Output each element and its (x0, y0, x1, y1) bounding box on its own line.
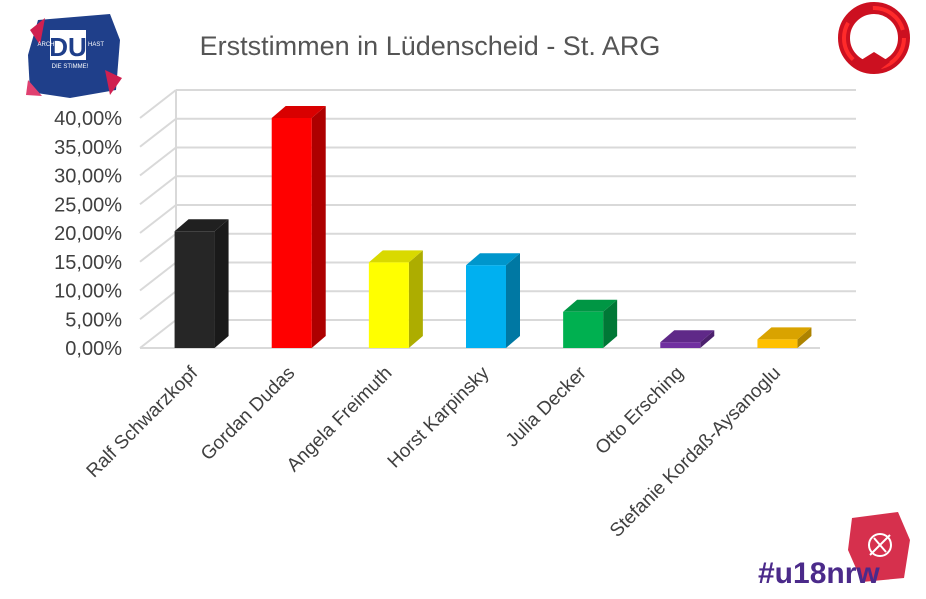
bar (466, 253, 520, 348)
bar-side (311, 106, 326, 348)
x-tick-label: Angela Freimuth (283, 363, 396, 476)
u18nrw-logo: #u18nrw (758, 512, 910, 590)
bar-side (797, 327, 812, 348)
gridline-depth (139, 290, 177, 321)
gridline-depth (139, 319, 177, 349)
bar-top (660, 330, 715, 343)
x-tick-label: Julia Decker (502, 362, 591, 451)
y-tick-label: 30,00% (54, 166, 122, 188)
logo-sub-text: DIE STIMME! (52, 64, 89, 70)
logo-du-text: DU (49, 32, 87, 62)
bar (271, 106, 326, 348)
gridline-depth (139, 89, 177, 119)
bar-front (271, 118, 312, 348)
y-tick-label: 35,00% (54, 137, 122, 159)
x-tick-label: Gordan Dudas (197, 363, 299, 465)
u18nrw-text: #u18nrw (758, 557, 880, 590)
handshake-ring-icon (838, 2, 910, 74)
gridline-depth (139, 175, 177, 206)
bars (174, 106, 812, 348)
du-hast-die-stimme-logo: DU ARCH HAST DIE STIMME! (26, 14, 122, 98)
bar (660, 330, 715, 348)
logo-arch-text: ARCH (37, 42, 54, 48)
bar-front (466, 265, 506, 348)
bar (563, 299, 618, 348)
bar-front (757, 339, 798, 348)
y-tick-label: 15,00% (54, 252, 122, 274)
gridline-depth (139, 204, 177, 234)
gridline-depth (139, 146, 177, 177)
bar-side (214, 219, 229, 348)
logo-hast-text: HAST (88, 42, 104, 48)
gridline-depth (139, 261, 177, 292)
bar-front (368, 262, 409, 348)
bar-top (368, 250, 423, 263)
bar-front (174, 231, 215, 348)
gridline-depth (139, 232, 177, 263)
x-tick-label: Ralf Schwarzkopf (83, 362, 203, 482)
bar (174, 219, 229, 348)
y-tick-label: 40,00% (54, 108, 122, 130)
bar-side (603, 299, 618, 348)
y-tick-label: 10,00% (54, 281, 122, 303)
bar-side (506, 253, 520, 348)
bar-front (563, 311, 604, 348)
bar-side (700, 330, 715, 348)
bar-top (757, 327, 812, 340)
y-tick-label: 5,00% (65, 309, 122, 331)
bar-top (563, 299, 618, 312)
x-tick-label: Otto Ersching (592, 363, 688, 459)
x-tick-label: Stefanie Kordaß-Aysanoglu (606, 363, 785, 542)
x-tick-label: Horst Karpinsky (384, 362, 494, 472)
y-tick-label: 20,00% (54, 223, 122, 245)
bar-side (408, 250, 423, 348)
bar-top (174, 219, 229, 232)
gridline-depth (139, 117, 177, 148)
bar (368, 250, 423, 348)
bar-front (660, 342, 701, 348)
bar (757, 327, 812, 348)
bar-top (271, 106, 326, 118)
y-tick-label: 0,00% (65, 338, 122, 360)
y-axis: 0,00% 5,00% 10,00% 15,00% 20,00% 25,00% 30,00%… (54, 108, 122, 360)
y-tick-label: 25,00% (54, 194, 122, 216)
chart-title: Erststimmen in Lüdenscheid - St. ARG (200, 31, 661, 61)
bar-top (466, 253, 520, 266)
